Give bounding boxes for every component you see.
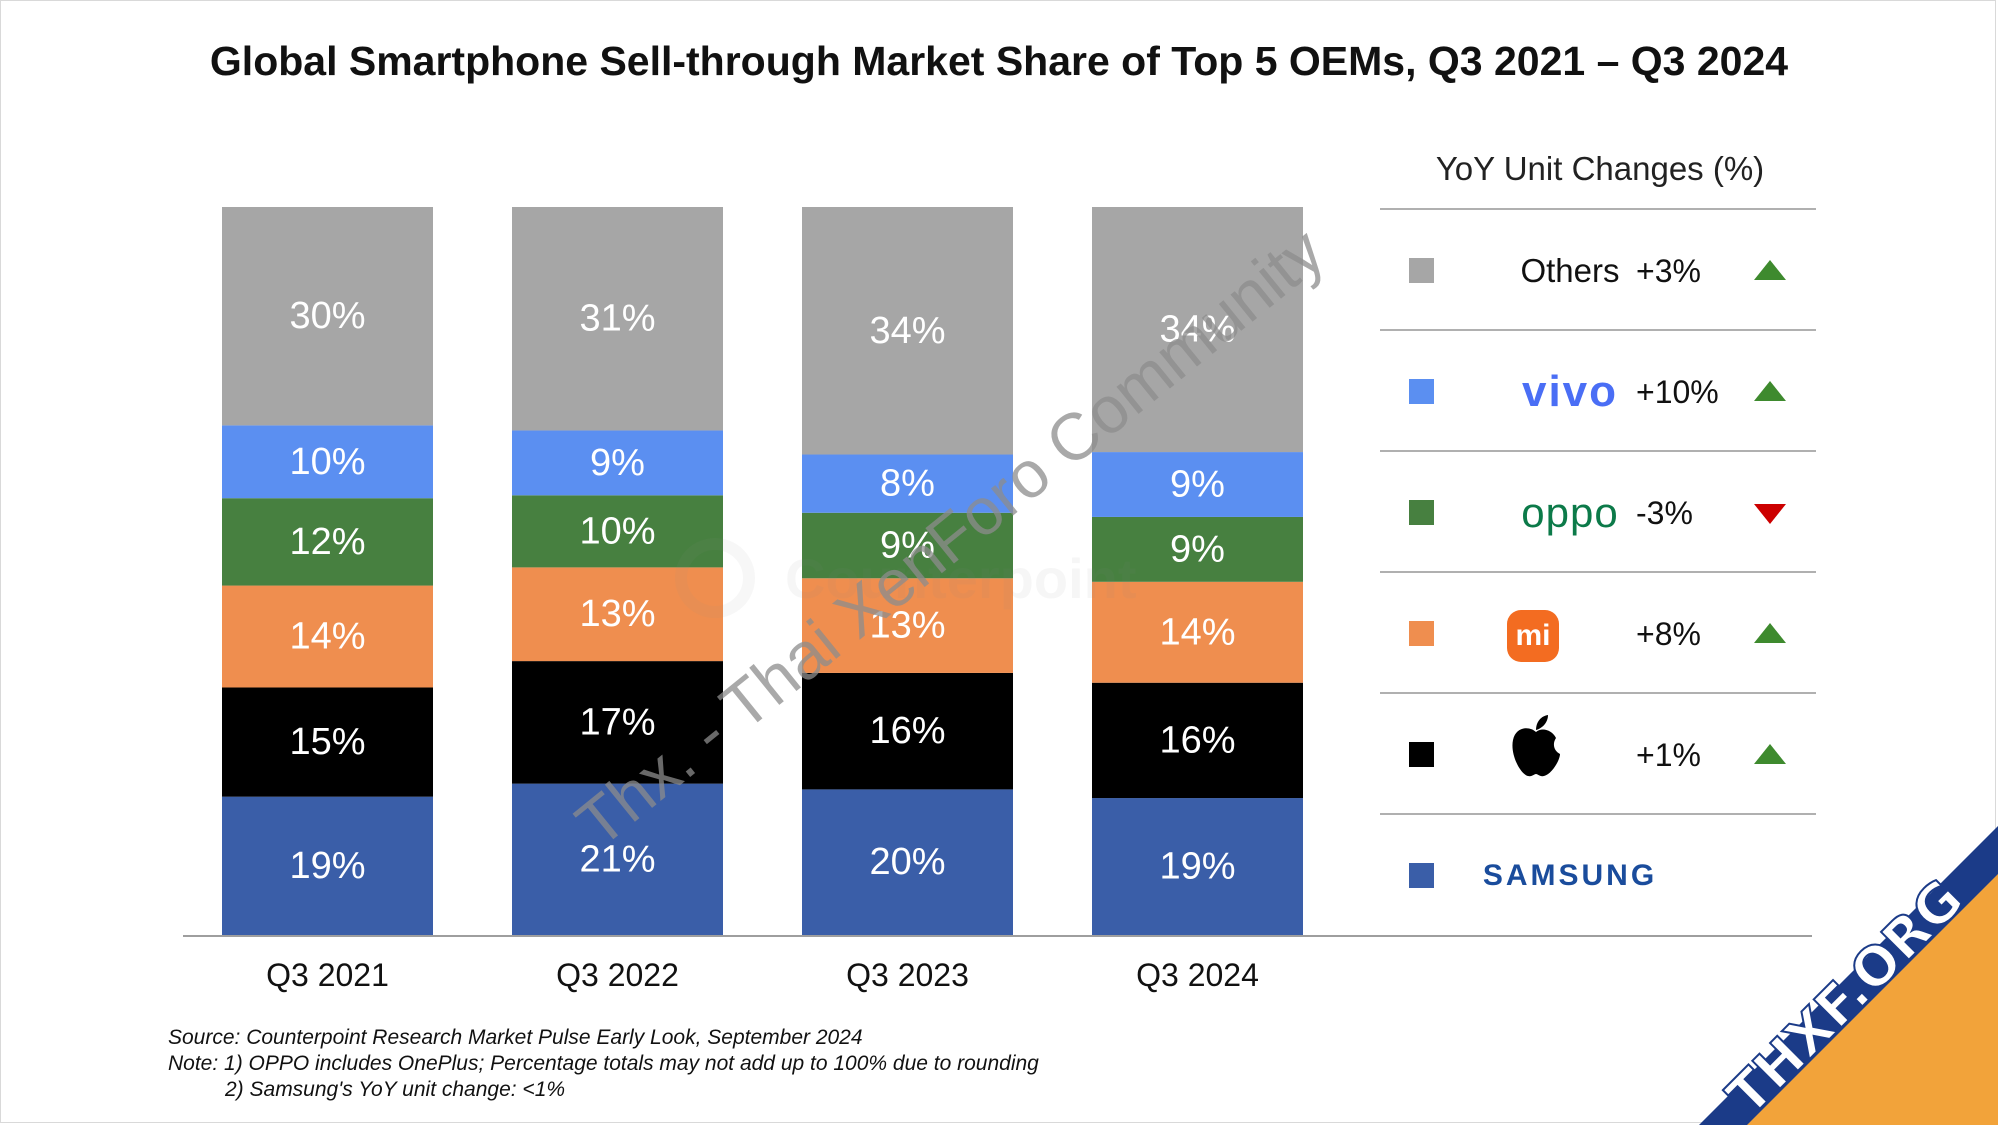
bar-segment-xiaomi — [1092, 581, 1303, 683]
data-label: 20% — [869, 841, 945, 883]
bar-segment-vivo — [512, 430, 723, 496]
legend-row-others: Others +3% — [1380, 210, 1816, 330]
vivo-logo: vivo — [1521, 367, 1619, 416]
legend-swatch-apple — [1409, 742, 1434, 767]
legend-change-others: +3% — [1636, 253, 1701, 289]
footnotes: Source: Counterpoint Research Market Pul… — [168, 1025, 1039, 1103]
data-label: 21% — [579, 838, 655, 880]
bar-segment-apple — [1092, 682, 1303, 799]
bar-segment-oppo — [222, 498, 433, 586]
legend-change-vivo: +10% — [1636, 374, 1719, 410]
legend-row-apple: +1% — [1380, 694, 1816, 814]
data-label: 31% — [579, 298, 655, 340]
down-arrow-icon — [1754, 504, 1786, 524]
data-label: 12% — [289, 521, 365, 563]
bar-segment-samsung — [512, 783, 723, 935]
data-label: 9% — [880, 525, 935, 567]
bar-segment-xiaomi — [222, 585, 433, 688]
legend-title: YoY Unit Changes (%) — [1435, 150, 1765, 187]
data-label: 34% — [1159, 309, 1235, 351]
up-arrow-icon — [1754, 623, 1786, 643]
bar-segment-samsung — [1092, 798, 1303, 935]
x-tick-label: Q3 2021 — [266, 957, 389, 993]
data-label: 16% — [869, 710, 945, 752]
bar-segment-oppo — [1092, 516, 1303, 582]
legend-divider — [1380, 692, 1816, 694]
data-label: 16% — [1159, 719, 1235, 761]
oppo-logo: oppo — [1521, 489, 1619, 536]
up-arrow-icon — [1754, 381, 1786, 401]
bar-segment-samsung — [802, 789, 1013, 935]
legend-divider — [1380, 571, 1816, 573]
data-label: 9% — [1170, 464, 1225, 506]
bar-segment-others — [802, 207, 1013, 455]
legend-divider — [1380, 208, 1816, 210]
data-label: 13% — [579, 593, 655, 635]
data-label: 10% — [579, 510, 655, 552]
data-label: 30% — [289, 295, 365, 337]
x-tick-label: Q3 2022 — [556, 957, 679, 993]
x-tick-label: Q3 2024 — [1136, 957, 1259, 993]
legend-change-apple: +1% — [1636, 737, 1701, 773]
legend-name-others: Others — [1520, 252, 1620, 289]
data-label: 34% — [869, 310, 945, 352]
data-label: 15% — [289, 721, 365, 763]
apple-logo-icon — [1512, 715, 1560, 777]
legend-row-vivo: vivo +10% — [1380, 331, 1816, 451]
legend-swatch-vivo — [1409, 379, 1434, 404]
legend-swatch-others — [1409, 258, 1434, 283]
bar-segment-others — [222, 207, 433, 426]
data-label: 17% — [579, 701, 655, 743]
data-label: 8% — [880, 463, 935, 505]
legend-change-xiaomi: +8% — [1636, 616, 1701, 652]
x-tick-label: Q3 2023 — [846, 957, 969, 993]
samsung-logo: SAMSUNG — [1482, 859, 1658, 892]
legend-row-xiaomi: +8% — [1380, 573, 1816, 693]
legend-row-samsung: SAMSUNG — [1380, 815, 1816, 935]
legend-divider — [1380, 450, 1816, 452]
bar-segment-apple — [802, 672, 1013, 790]
xiaomi-logo: mi — [1507, 610, 1559, 662]
bar-segment-xiaomi — [512, 567, 723, 662]
legend-swatch-oppo — [1409, 500, 1434, 525]
bar-segment-vivo — [222, 425, 433, 499]
bar-segment-others — [512, 207, 723, 431]
up-arrow-icon — [1754, 744, 1786, 764]
bar-segment-oppo — [802, 512, 1013, 579]
bar-segment-apple — [222, 687, 433, 797]
data-label: 10% — [289, 441, 365, 483]
bar-segment-others — [1092, 207, 1303, 453]
data-label: 19% — [1159, 846, 1235, 888]
bar-segment-oppo — [512, 495, 723, 568]
chart-title: Global Smartphone Sell-through Market Sh… — [209, 38, 1789, 84]
source-note: Source: Counterpoint Research Market Pul… — [168, 1026, 863, 1049]
bar-segment-samsung — [222, 796, 433, 935]
legend-swatch-samsung — [1409, 863, 1434, 888]
legend-divider — [1380, 813, 1816, 815]
data-label: 9% — [590, 442, 645, 484]
data-label: 14% — [1159, 611, 1235, 653]
data-label: 19% — [289, 845, 365, 887]
bar-segment-apple — [512, 661, 723, 784]
legend-change-oppo: -3% — [1636, 495, 1693, 531]
note-1: Note: 1) OPPO includes OnePlus; Percenta… — [168, 1052, 1039, 1075]
data-label: 9% — [1170, 528, 1225, 570]
bar-segment-vivo — [802, 454, 1013, 513]
bar-segment-vivo — [1092, 452, 1303, 517]
legend-swatch-xiaomi — [1409, 621, 1434, 646]
up-arrow-icon — [1754, 260, 1786, 280]
data-label: 14% — [289, 616, 365, 658]
note-2: 2) Samsung's YoY unit change: <1% — [225, 1078, 566, 1101]
data-label: 13% — [869, 605, 945, 647]
legend-row-oppo: oppo -3% — [1380, 452, 1816, 572]
legend-divider — [1380, 329, 1816, 331]
bar-segment-xiaomi — [802, 578, 1013, 673]
